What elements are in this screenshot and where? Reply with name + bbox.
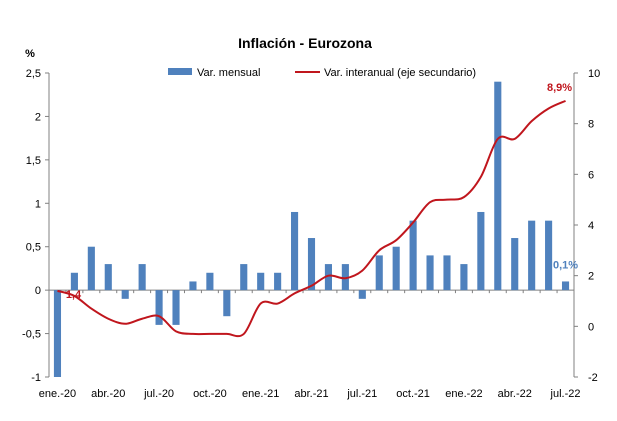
bar [561,281,570,291]
legend-label-bars: Var. mensual [197,67,260,79]
x-tick-label: jul.-21 [346,388,377,400]
legend-swatch-bars [168,68,192,75]
bar [443,255,451,291]
x-tick-label: oct.-21 [396,388,430,400]
bar [223,290,231,317]
bar [70,272,78,291]
bar [257,272,265,291]
y-tick-label: 1,5 [26,155,41,167]
y2-tick-label: 2 [588,271,594,283]
x-tick-label: abr.-20 [91,388,125,400]
legend: Var. mensual Var. interanual (eje secund… [168,67,476,79]
bar [392,246,400,291]
y2-tick-label: 10 [588,68,600,80]
bar [240,264,248,291]
bar [511,238,519,291]
y2-tick-label: -2 [588,372,598,384]
y2-tick-label: 4 [588,220,594,232]
x-tick-label: abr.-21 [294,388,328,400]
chart-title: Inflación - Eurozona [238,35,372,51]
y-tick-label: 2 [35,111,41,123]
yoy-line [57,99,566,338]
y-axis-unit: % [25,48,35,60]
bar [138,264,146,291]
bar [121,290,129,299]
x-tick-label: ene.-22 [445,388,482,400]
bar [155,290,163,325]
bar [172,290,180,325]
plot-area: -1 -0,5 0 0,5 1 1,5 2 2,5 -2 0 2 4 6 8 10 ene.-20 abr.-2… [22,68,600,400]
x-tick-label: jul.-22 [550,388,581,400]
x-tick-label: ene.-21 [242,388,279,400]
bar [375,255,383,291]
bar [307,238,316,291]
bar [291,211,299,291]
y-tick-label: 0 [35,285,41,297]
bar [426,255,434,291]
bar [274,272,282,291]
data-label: 1,4 [66,289,82,301]
y-tick-label: 0,5 [26,242,41,254]
x-tick-label: abr.-22 [498,388,532,400]
bar [545,220,553,291]
data-label: 8,9% [547,82,572,94]
y-tick-label: 2,5 [26,68,41,80]
x-tick-label: oct.-20 [193,388,227,400]
bar [528,220,536,291]
y-tick-label: -0,5 [22,329,41,341]
bar [53,290,62,377]
bar [189,281,197,291]
bar [104,264,112,291]
x-tick-label: jul.-20 [143,388,174,400]
x-tick-label: ene.-20 [39,388,76,400]
bar [494,81,502,291]
bar [460,264,468,291]
bar [87,246,95,291]
y2-tick-label: 6 [588,169,594,181]
y-tick-label: 1 [35,198,41,210]
legend-label-line: Var. interanual (eje secundario) [324,67,476,79]
y2-tick-label: 8 [588,119,594,131]
bar [409,220,417,291]
bar [324,264,332,291]
y-tick-label: -1 [31,372,41,384]
bar [341,264,349,291]
bar [358,290,366,299]
data-label: 0,1% [553,259,578,271]
y2-tick-label: 0 [588,321,594,333]
bar [477,211,485,291]
bar [206,272,214,291]
